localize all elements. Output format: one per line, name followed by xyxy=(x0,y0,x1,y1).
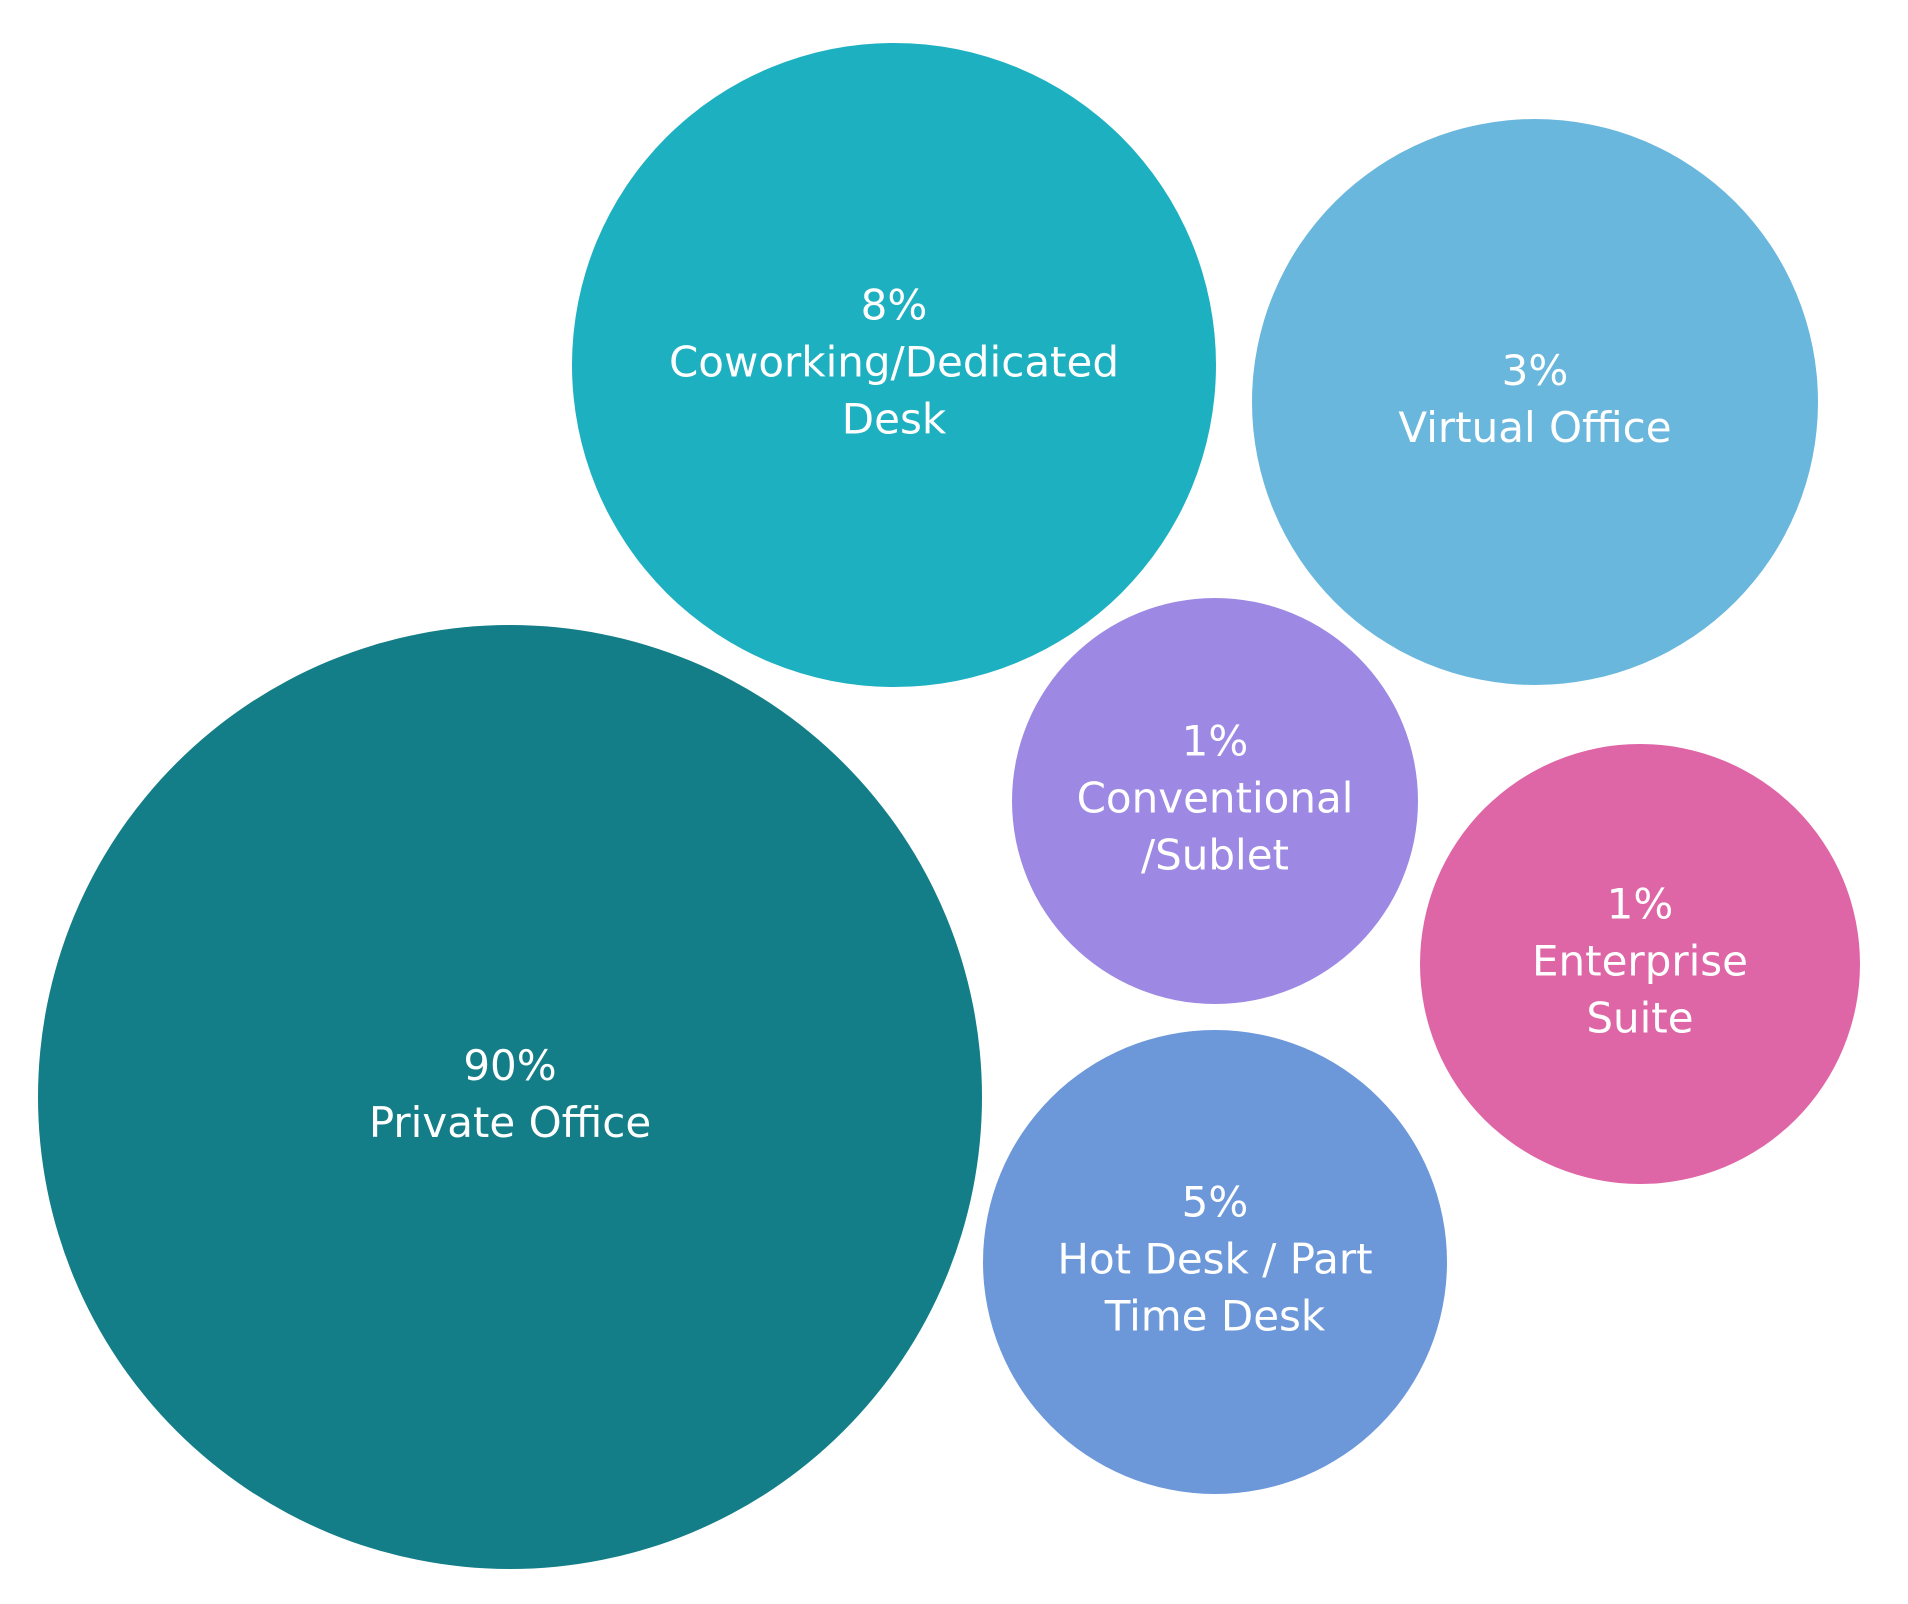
bubble-category-label: Conventional xyxy=(1077,774,1354,823)
bubble-value-label: 3% xyxy=(1502,346,1569,395)
bubble-category-label: Suite xyxy=(1586,994,1693,1043)
bubble-circle-private-office xyxy=(38,625,982,1569)
bubble-category-label: Coworking/Dedicated xyxy=(669,338,1119,387)
bubble-category-label: Time Desk xyxy=(1104,1292,1326,1341)
bubble-value-label: 8% xyxy=(861,281,928,330)
bubble-conventional-sublet: 1% Conventional/Sublet xyxy=(1012,598,1418,1004)
bubble-category-label: Private Office xyxy=(369,1098,651,1147)
bubble-circle-conventional-sublet xyxy=(1012,598,1418,1004)
bubble-category-label: Virtual Office xyxy=(1398,403,1671,452)
bubble-coworking-dedicated-desk: 8% Coworking/Dedicated Desk xyxy=(572,43,1216,687)
bubble-circle-coworking-dedicated-desk xyxy=(572,43,1216,687)
bubble-circle-hot-desk-part-time-desk xyxy=(983,1030,1447,1494)
bubble-enterprise-suite: 1% Enterprise Suite xyxy=(1420,744,1860,1184)
bubble-category-label: Desk xyxy=(842,395,947,444)
bubble-value-label: 1% xyxy=(1607,880,1674,929)
bubble-category-label: Hot Desk / Part xyxy=(1057,1235,1372,1284)
bubble-circle-virtual-office xyxy=(1252,119,1818,685)
bubble-private-office: 90% Private Office xyxy=(38,625,982,1569)
bubble-virtual-office: 3% Virtual Office xyxy=(1252,119,1818,685)
bubble-circle-enterprise-suite xyxy=(1420,744,1860,1184)
bubble-value-label: 1% xyxy=(1182,717,1249,766)
bubble-value-label: 5% xyxy=(1182,1178,1249,1227)
bubble-category-label: Enterprise xyxy=(1532,937,1748,986)
bubble-category-label: /Sublet xyxy=(1141,831,1289,880)
bubble-value-label: 90% xyxy=(463,1041,556,1090)
bubble-hot-desk-part-time-desk: 5% Hot Desk / Part Time Desk xyxy=(983,1030,1447,1494)
